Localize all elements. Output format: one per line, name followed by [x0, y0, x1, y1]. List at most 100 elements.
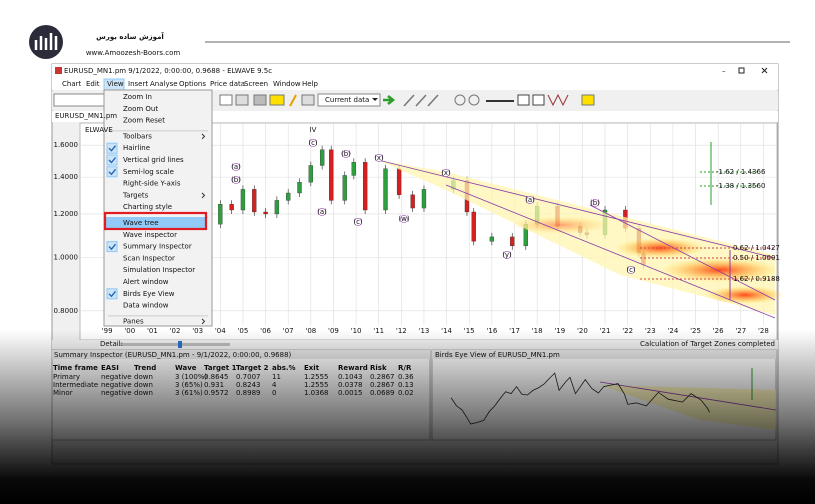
- tool-icon[interactable]: [235, 94, 249, 106]
- menu-item[interactable]: Panes: [123, 317, 144, 325]
- x-tick-label: '23: [645, 327, 656, 335]
- menu-item[interactable]: Help: [302, 80, 319, 88]
- x-tick-label: '27: [735, 327, 746, 335]
- wave-label: (x): [441, 169, 451, 177]
- x-tick-label: '26: [713, 327, 724, 335]
- logo-title: آموزش ساده بورس: [96, 32, 164, 41]
- birds-eye-title: Birds Eye View of EURUSD_MN1.pm: [435, 351, 560, 359]
- table-cell: 0.0689: [370, 389, 395, 397]
- menu-item[interactable]: Scan Inspector: [123, 254, 175, 262]
- menu-item[interactable]: Wave tree: [123, 219, 159, 227]
- tool-icon[interactable]: [253, 94, 267, 106]
- candle: [240, 189, 246, 211]
- table-header: EASI: [101, 364, 119, 372]
- table-cell: 1.2555: [304, 373, 329, 381]
- x-tick-label: '13: [419, 327, 430, 335]
- minimize-button[interactable]: –: [722, 67, 726, 75]
- menu-check-box: [106, 166, 118, 178]
- wave-label: (b): [590, 199, 600, 207]
- menu-item[interactable]: Simulation Inspector: [123, 266, 195, 274]
- table-cell: Intermediate: [53, 381, 98, 389]
- x-tick-label: '11: [373, 327, 384, 335]
- tool-icon[interactable]: [219, 94, 233, 106]
- candle: [229, 204, 234, 211]
- toolbar-combo[interactable]: [53, 93, 105, 107]
- detail-thumb[interactable]: [178, 341, 182, 348]
- chart-tab[interactable]: EURUSD_MN1.pm: [55, 112, 117, 120]
- y-tick-label: 1.6000: [54, 141, 79, 149]
- menu-item[interactable]: Hairline: [123, 144, 150, 152]
- tool-icon[interactable]: [581, 94, 595, 106]
- x-tick-label: '02: [170, 327, 181, 335]
- menu-check-box: [106, 288, 118, 300]
- menu-item[interactable]: Vertical grid lines: [123, 156, 184, 164]
- table-header: Reward: [338, 364, 368, 372]
- x-tick-label: '10: [351, 327, 362, 335]
- tool-icon[interactable]: [517, 94, 530, 106]
- x-tick-label: '06: [260, 327, 271, 335]
- candle: [329, 149, 334, 201]
- table-header: Target 1: [204, 364, 237, 372]
- menu-item[interactable]: Targets: [122, 191, 149, 199]
- data-selector-label[interactable]: Current data: [325, 96, 369, 104]
- candle: [471, 211, 476, 242]
- wave-label: (a): [317, 208, 327, 216]
- menu-item[interactable]: Birds Eye View: [123, 290, 175, 298]
- table-header: R/R: [398, 364, 412, 372]
- candle: [274, 200, 280, 215]
- menu-item[interactable]: Analyse: [150, 80, 178, 88]
- menu-item[interactable]: Toolbars: [122, 132, 152, 140]
- x-tick-label: '99: [102, 327, 113, 335]
- menu-check-box: [106, 142, 118, 154]
- wave-label: (a): [231, 163, 241, 171]
- target-label: 1.62 / 0.9188: [733, 275, 780, 283]
- target-label: -1.62 / 1.4366: [716, 168, 766, 176]
- x-tick-label: '09: [328, 327, 339, 335]
- tool-icon[interactable]: [532, 94, 545, 106]
- table-cell: 0.8645: [204, 373, 229, 381]
- menu-item[interactable]: Semi-log scale: [123, 168, 174, 176]
- detail-slider[interactable]: [120, 343, 230, 346]
- menu-item[interactable]: Wave inspector: [123, 231, 177, 239]
- menu-item[interactable]: Chart: [62, 80, 81, 88]
- table-cell: 3 (61%): [175, 389, 203, 397]
- menu-item[interactable]: Data window: [123, 302, 169, 310]
- menu-item[interactable]: Price data: [210, 80, 245, 88]
- table-header: Trend: [134, 364, 156, 372]
- menu-item[interactable]: Screen: [244, 80, 268, 88]
- table-cell: 3 (100%): [175, 373, 207, 381]
- table-cell: negative: [101, 389, 132, 397]
- menu-item[interactable]: Charting style: [123, 203, 172, 211]
- table-cell: 0.7007: [236, 373, 261, 381]
- table-cell: 0.9572: [204, 389, 229, 397]
- candle: [410, 194, 415, 209]
- table-header: Target 2: [236, 364, 269, 372]
- menu-item[interactable]: Zoom Out: [123, 105, 158, 113]
- menu-item[interactable]: Zoom In: [123, 93, 152, 101]
- table-header: Wave: [175, 364, 197, 372]
- table-header: abs.%: [272, 364, 296, 372]
- menu-item[interactable]: Summary Inspector: [123, 243, 192, 251]
- menu-item[interactable]: View: [107, 80, 124, 88]
- menu-item[interactable]: Zoom Reset: [123, 117, 165, 125]
- table-cell: 0.8243: [236, 381, 261, 389]
- table-cell: negative: [101, 381, 132, 389]
- table-header: Risk: [370, 364, 387, 372]
- menu-item[interactable]: Options: [179, 80, 206, 88]
- candle: [396, 168, 402, 195]
- menu-item[interactable]: Edit: [86, 80, 100, 88]
- table-cell: Primary: [53, 373, 80, 381]
- table-cell: 0.1043: [338, 373, 363, 381]
- candle: [252, 189, 257, 213]
- table-cell: 0.36: [398, 373, 414, 381]
- menu-item[interactable]: Window: [273, 80, 301, 88]
- menu-item[interactable]: Insert: [128, 80, 148, 88]
- menu-item[interactable]: Right-side Y-axis: [123, 180, 181, 188]
- tool-icon[interactable]: [269, 94, 285, 106]
- table-cell: 4: [272, 381, 277, 389]
- menu-item[interactable]: Alert window: [123, 278, 169, 286]
- tool-icon[interactable]: [301, 94, 315, 106]
- x-tick-label: '15: [464, 327, 475, 335]
